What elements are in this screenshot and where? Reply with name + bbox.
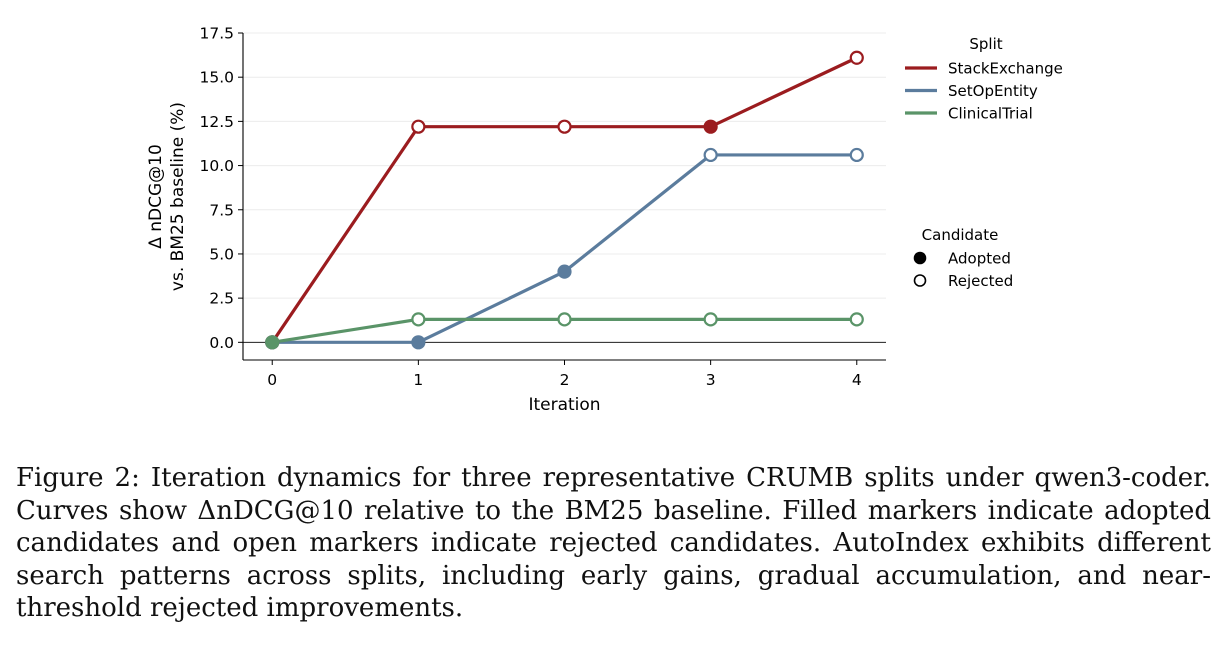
legend-label-setopentity: SetOpEntity: [948, 82, 1038, 100]
x-tick-label: 2: [560, 371, 570, 389]
figure-caption: Figure 2: Iteration dynamics for three r…: [16, 463, 1211, 623]
series-markers: [265, 50, 864, 350]
y-axis-label-line1: Δ nDCG@10: [146, 144, 166, 249]
legend-label-clinicaltrial: ClinicalTrial: [948, 105, 1033, 123]
legend-candidate-title: Candidate: [922, 226, 999, 244]
series-line-stackexchange: [270, 56, 858, 344]
x-tick-label: 3: [706, 371, 716, 389]
x-tick-label: 0: [267, 371, 277, 389]
marker-stackexchange: [411, 119, 426, 134]
y-tick-label: 0.0: [209, 334, 234, 352]
y-tick-label: 2.5: [209, 290, 234, 308]
legend-label-rejected: Rejected: [948, 272, 1013, 290]
line-chart: 0.0 2.5 5.0 7.5 10.0 12.5 15.0 17.5 0 1 2 3 4 Iterati…: [146, 25, 1063, 416]
y-tick-label: 7.5: [209, 201, 234, 219]
marker-clinicaltrial: [557, 312, 572, 327]
x-axis-label: Iteration: [528, 395, 600, 415]
y-tick-label: 17.5: [199, 25, 234, 43]
marker-clinicaltrial: [849, 312, 864, 327]
marker-clinicaltrial: [411, 312, 426, 327]
y-tick-label: 15.0: [199, 69, 234, 87]
marker-stackexchange: [849, 50, 864, 65]
y-tick-label: 12.5: [199, 113, 234, 131]
y-axis-label-line2: vs. BM25 baseline (%): [168, 102, 188, 291]
legend-label-stackexchange: StackExchange: [948, 60, 1063, 78]
x-tick-label: 1: [413, 371, 423, 389]
x-tick-label: 4: [852, 371, 862, 389]
marker-clinicaltrial: [265, 335, 280, 350]
y-tick-label: 5.0: [209, 245, 234, 263]
legend-adopted-marker: [913, 251, 927, 265]
marker-setopentity: [557, 264, 572, 279]
marker-stackexchange: [703, 119, 718, 134]
legends: Split StackExchange SetOpEntity ClinicalTri…: [905, 35, 1063, 290]
legend-split-title: Split: [969, 35, 1002, 53]
marker-setopentity: [849, 147, 864, 163]
marker-setopentity: [411, 335, 426, 350]
legend-label-adopted: Adopted: [948, 250, 1011, 268]
series-lines: [270, 56, 858, 344]
marker-stackexchange: [557, 119, 572, 134]
y-tick-label: 10.0: [199, 157, 234, 175]
marker-clinicaltrial: [703, 312, 718, 327]
legend-rejected-marker: [913, 274, 927, 287]
marker-setopentity: [703, 147, 718, 163]
axis-labels: 0.0 2.5 5.0 7.5 10.0 12.5 15.0 17.5 0 1 2 3 4 Iterati…: [146, 25, 862, 416]
grid-lines: [243, 32, 886, 343]
